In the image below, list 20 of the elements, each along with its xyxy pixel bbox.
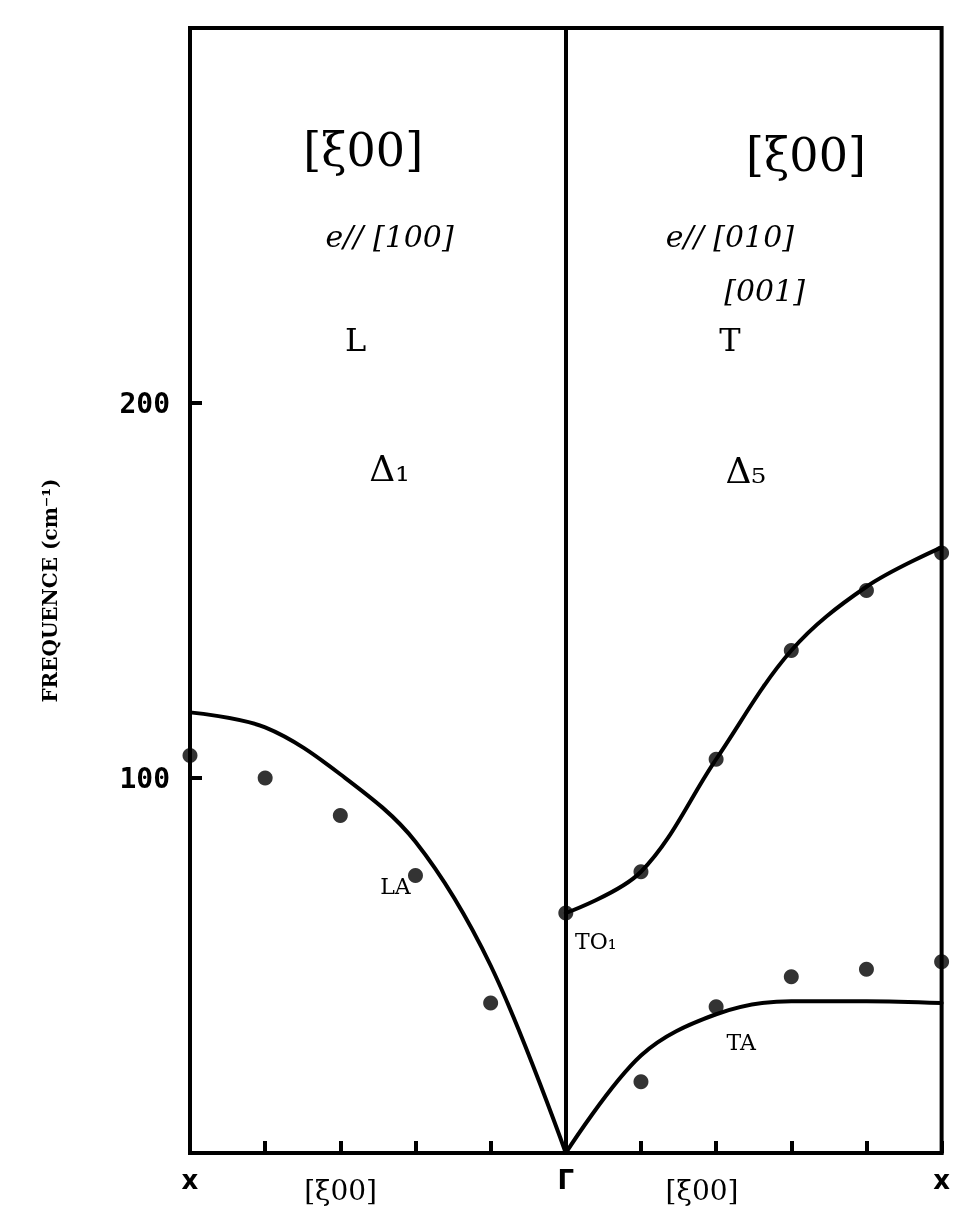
annotation: e// [010] — [665, 218, 795, 254]
x-tick-label: x — [933, 1165, 951, 1195]
y-tick-label: 200 — [119, 386, 170, 420]
annotation: e// [100] — [325, 218, 454, 254]
text: [ξ00] — [665, 1173, 739, 1207]
annotation: T — [719, 321, 742, 359]
annotation: L — [345, 321, 367, 359]
annotation: [ξ00] — [746, 128, 866, 182]
annotation: Δ₅ — [725, 449, 766, 491]
series-label: TO₁ — [575, 928, 617, 954]
annotation: [ξ00] — [303, 123, 424, 177]
y-tick-label: 100 — [119, 761, 170, 795]
y-axis-title: FREQUENCE (cm⁻¹) — [38, 478, 62, 703]
series-label: TA — [726, 1029, 757, 1055]
x-tick-label: Γ — [557, 1165, 575, 1195]
text: [ξ00] — [304, 1173, 378, 1207]
annotation: Δ₁ — [369, 447, 410, 489]
annotation: [001] — [724, 272, 806, 308]
series-label: LA — [380, 874, 412, 900]
x-tick-label: x — [181, 1165, 199, 1195]
